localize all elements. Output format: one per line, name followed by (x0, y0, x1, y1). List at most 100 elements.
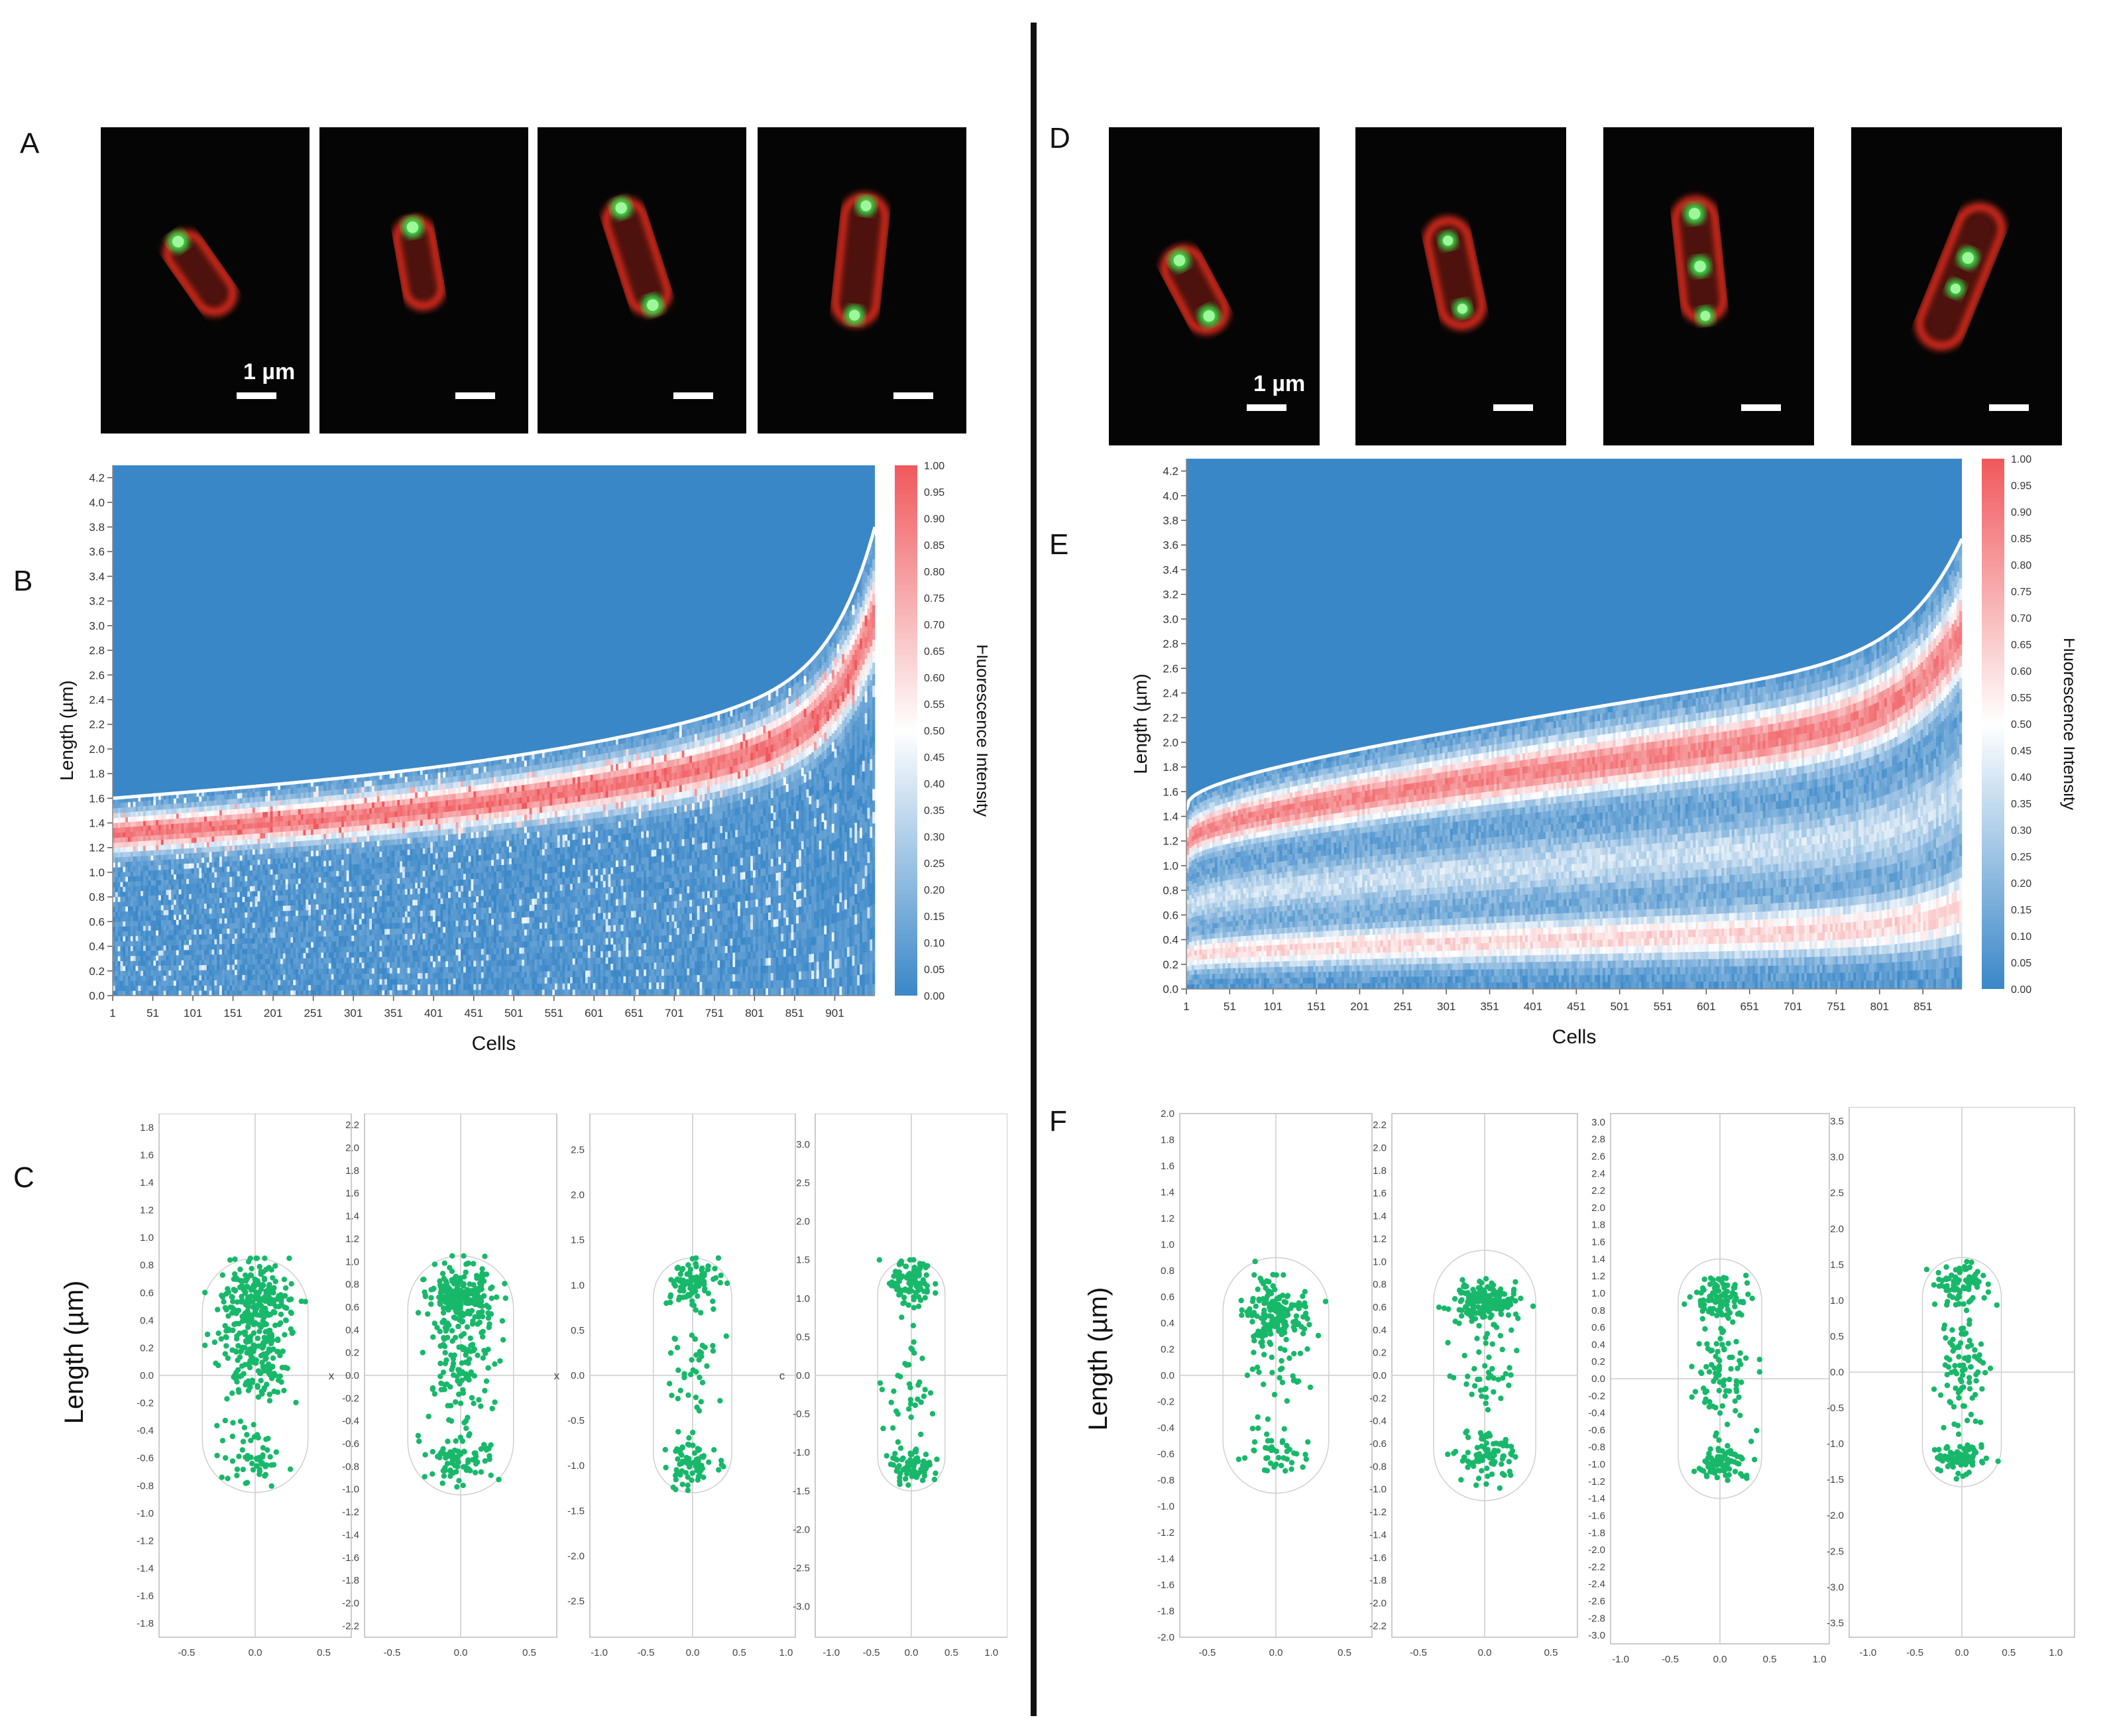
y-tick-label: -2.0 (1369, 1597, 1387, 1609)
cell-contour (407, 1255, 514, 1496)
row-d-micrograph-2 (1355, 127, 1566, 445)
y-tick-label: -1.2 (1369, 1507, 1387, 1518)
colorbar-tick-label: 0.45 (2011, 746, 2031, 757)
y-tick-label: 1.0 (1373, 1256, 1387, 1267)
y-tick-label: 1.2 (89, 842, 105, 854)
f-scatter-plot-4: -3.5 -3.0 -2.5 -2.0 -1.5 -1.0 -0.5 0.0 0.5 1.0 1.5… (1827, 1107, 2075, 1658)
y-tick-label: 1.5 (796, 1255, 810, 1266)
y-tick-label: 1.6 (140, 1149, 154, 1161)
x-tick-label: 501 (1610, 1000, 1628, 1013)
row-a-micrograph-4 (758, 127, 966, 434)
y-tick-label: 2.2 (1373, 1120, 1387, 1131)
cell-contour (1433, 1249, 1536, 1501)
y-tick-label: 3.0 (89, 620, 105, 632)
x-tick-label: 451 (1567, 1000, 1585, 1013)
colorbar-tick-label: 1.00 (2011, 454, 2031, 465)
y-tick-label: -1.6 (342, 1552, 359, 1564)
c-scatter-plot-3: -2.5 -2.0 -1.5 -1.0 -0.5 0.0 0.5 1.0 1.5 2.0 2.5 -1… (554, 1114, 796, 1658)
y-tick-label: 0.4 (1161, 1318, 1174, 1329)
y-tick-label: 1.8 (1163, 761, 1178, 774)
y-tick-label: 2.0 (89, 743, 105, 756)
y-tick-label: -0.5 (793, 1409, 810, 1420)
y-tick-label: 1.2 (1163, 835, 1178, 848)
y-tick-label: 2.6 (1163, 662, 1178, 675)
y-tick-label: 0.4 (140, 1315, 154, 1326)
x-tick-label: 501 (504, 1007, 523, 1019)
y-tick-label: 1.5 (571, 1235, 585, 1246)
x-tick-label: 351 (1480, 1000, 1499, 1013)
x-tick-label: 851 (785, 1007, 804, 1019)
x-tick-label: 701 (1784, 1000, 1802, 1013)
y-tick-label: 2.2 (345, 1120, 359, 1131)
scatter-points (1235, 1258, 1329, 1474)
y-tick-label: 3.0 (1163, 613, 1178, 626)
y-tick-label: 2.0 (1163, 736, 1178, 749)
y-tick-label: 0.6 (1591, 1322, 1605, 1334)
y-tick-label: 3.8 (89, 521, 105, 534)
colorbar-tick-label: 0.60 (924, 673, 944, 684)
colorbar-tick-label: 0.05 (2011, 958, 2031, 969)
x-tick-label: 651 (1740, 1000, 1759, 1013)
y-tick-label: 0.0 (796, 1370, 810, 1381)
f-scatter-plot-1: -2.0 -1.8 -1.6 -1.4 -1.2 -1.0 -0.8 -0.6 -0.4 -0.2… (1157, 1108, 1373, 1658)
y-tick-label: -0.6 (1157, 1449, 1174, 1460)
y-tick-label: 4.2 (1163, 465, 1178, 478)
x-tick-label: 801 (1870, 1000, 1889, 1013)
scale-bar (1247, 404, 1286, 411)
kymograph-b: 0.0 0.2 0.4 0.6 0.8 1.0 1.2 1.4 1.6 1.8 2.0 2.2 2.4 2… (56, 461, 988, 1055)
x-tick-label: -0.5 (383, 1647, 400, 1658)
y-tick-label: 1.0 (1163, 860, 1178, 872)
colorbar-tick-label: 0.40 (2011, 772, 2031, 783)
colorbar-tick-label: 0.40 (924, 779, 944, 790)
colorbar-tick-label: 0.30 (2011, 825, 2031, 837)
scale-bar-label: 1 µm (243, 359, 295, 385)
y-tick-label: 3.2 (89, 595, 105, 608)
colorbar-tick-label: 0.10 (924, 938, 944, 949)
y-tick-label: 2.4 (1591, 1168, 1605, 1179)
x-tick-label: 601 (1697, 1000, 1715, 1013)
colorbar-tick-label: 0.00 (924, 991, 944, 1002)
y-tick-label: -0.2 (1369, 1393, 1387, 1404)
y-tick-label: 1.8 (140, 1122, 154, 1133)
y-tick-label: 2.6 (1591, 1151, 1605, 1163)
y-tick-label: 1.6 (1591, 1237, 1605, 1248)
x-tick-label: 401 (424, 1007, 443, 1019)
y-tick-label: 1.2 (345, 1234, 359, 1245)
y-tick-label: 2.5 (571, 1144, 585, 1155)
cell-contour (1921, 1257, 2002, 1487)
y-tick-label: 1.8 (89, 768, 105, 780)
y-tick-label: 0.0 (571, 1370, 585, 1381)
y-tick-label: 0.6 (345, 1302, 359, 1313)
row-d-micrograph-1: 1 µm (1109, 127, 1320, 445)
y-tick-label: -2.0 (1157, 1632, 1174, 1643)
x-tick-label: 401 (1524, 1000, 1542, 1013)
y-tick-label: 0.0 (140, 1370, 154, 1381)
colorbar-tick-label: 0.50 (924, 726, 944, 737)
x-tick-label: 0.0 (249, 1647, 262, 1658)
cell-outline (1422, 216, 1487, 330)
colorbar-tick-label: 0.65 (924, 646, 944, 658)
y-tick-label: 0.8 (1161, 1265, 1174, 1277)
y-tick-label: 0.8 (1591, 1305, 1605, 1316)
y-tick-label: -1.5 (567, 1505, 585, 1517)
y-tick-label: -1.2 (1588, 1476, 1605, 1487)
y-tick-label: -3.0 (793, 1601, 810, 1613)
cell-length-curve (1184, 538, 1964, 811)
scale-bar (1741, 404, 1781, 411)
colorbar-label: Fluorescence Intensity (973, 644, 988, 817)
y-tick-label: -2.4 (1588, 1579, 1605, 1590)
scatter-points (876, 1257, 940, 1488)
y-tick-label: -1.8 (137, 1618, 154, 1629)
x-tick-label: 0.0 (1478, 1647, 1492, 1658)
y-tick-label: 0.8 (1163, 884, 1178, 897)
y-tick-label: 2.5 (1830, 1188, 1844, 1199)
x-tick-label: 351 (384, 1007, 402, 1019)
y-tick-label: -0.6 (1588, 1424, 1605, 1436)
y-tick-label: 0.2 (89, 965, 105, 978)
y-tick-label: 0.4 (1373, 1324, 1387, 1336)
y-tick-label: 3.5 (1830, 1116, 1844, 1128)
y-tick-label: 2.8 (1163, 638, 1178, 650)
colorbar-tick-label: 0.85 (2011, 534, 2031, 545)
x-tick-label: -0.5 (863, 1647, 880, 1658)
y-tick-label: -1.6 (1157, 1580, 1174, 1591)
